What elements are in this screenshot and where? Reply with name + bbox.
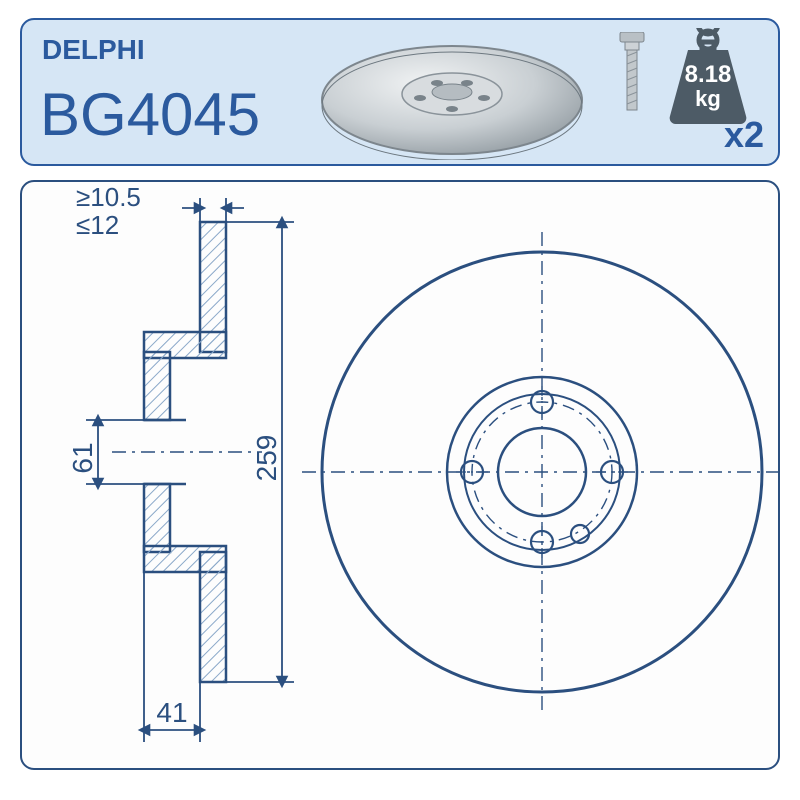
quantity-label: x2 (724, 114, 764, 156)
dim-hub-depth: 41 (156, 697, 187, 728)
weight-unit: kg (695, 86, 721, 111)
dim-thickness-max: ≤12 (76, 210, 119, 240)
cross-section: 259 61 41 ≥10.5 ≤12 (67, 182, 294, 772)
header-panel: DELPHI BG4045 (20, 18, 780, 166)
dim-hub-inner: 61 (67, 442, 98, 473)
diagram-panel: 259 61 41 ≥10.5 ≤12 (20, 180, 780, 770)
technical-drawing: 259 61 41 ≥10.5 ≤12 (22, 182, 782, 772)
weight-value: 8.18 (685, 61, 732, 88)
front-face (302, 232, 782, 712)
part-number: BG4045 (40, 80, 260, 149)
dim-thickness-min: ≥10.5 (76, 182, 141, 212)
disc-render-icon (302, 30, 602, 160)
brand-label: DELPHI (42, 34, 145, 66)
weight-badge: 8.18 kg (658, 28, 758, 128)
dim-overall: 259 (251, 435, 282, 482)
bolt-icon (612, 32, 652, 122)
